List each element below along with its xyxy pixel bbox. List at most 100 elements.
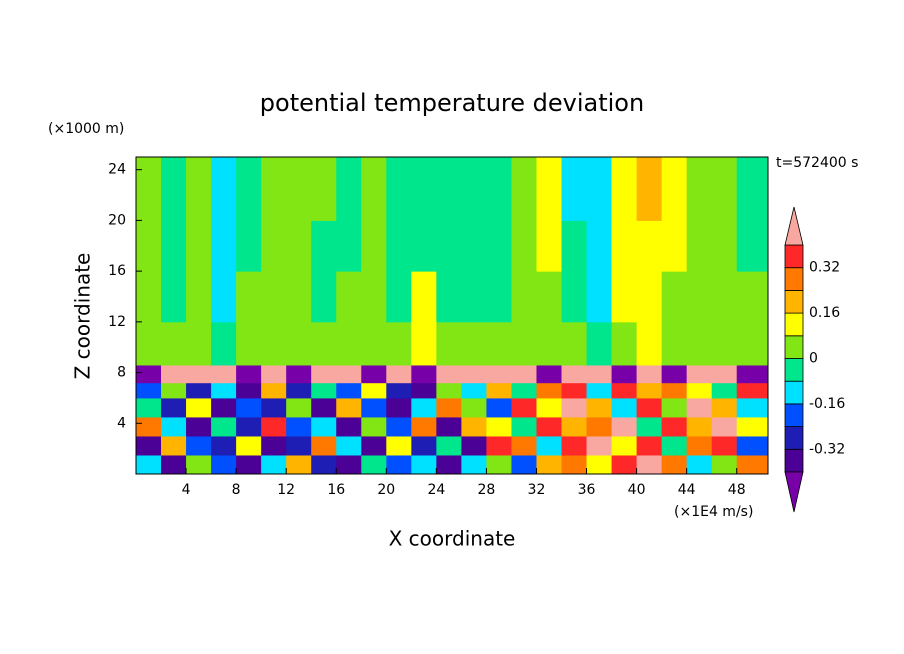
contour-cell (236, 321, 262, 366)
contour-cell (136, 435, 162, 456)
contour-cell (436, 416, 462, 437)
contour-cell (361, 454, 387, 475)
contour-cell (311, 220, 337, 272)
contour-cell (336, 454, 362, 475)
x-axis-label: X coordinate (389, 527, 516, 551)
contour-cell (311, 364, 337, 384)
contour-cell (561, 271, 588, 323)
contour-cell (161, 397, 187, 418)
contour-cell (336, 435, 362, 456)
contour-cell (661, 364, 688, 384)
colorbar-extension-top (784, 206, 804, 246)
contour-cell (161, 220, 187, 272)
contour-cell (686, 382, 713, 399)
contour-cell (661, 321, 688, 366)
contour-cell (211, 435, 237, 456)
contour-cell (611, 157, 638, 221)
contour-cell (186, 435, 212, 456)
contour-cell (186, 321, 212, 366)
y-tick-label: 24 (108, 162, 126, 178)
contour-cell (561, 435, 588, 456)
contour-cell (361, 416, 387, 437)
contour-cell (361, 397, 387, 418)
contour-cell (336, 416, 362, 437)
contour-cell (586, 220, 613, 272)
x-tick-label: 40 (628, 482, 646, 498)
contour-cell (136, 271, 162, 323)
colorbar-box (784, 448, 804, 473)
y-tick-label: 12 (108, 314, 126, 330)
contour-cell (661, 416, 688, 437)
contour-cell (536, 157, 563, 221)
contour-cell (486, 397, 512, 418)
contour-cell (336, 271, 362, 323)
contour-cell (236, 220, 262, 272)
contour-cell (586, 364, 613, 384)
contour-cell (411, 364, 437, 384)
contour-cell (561, 364, 588, 384)
contour-cell (661, 271, 688, 323)
contour-cell (486, 416, 512, 437)
contour-cell (711, 454, 738, 475)
contour-cell (411, 435, 437, 456)
contour-cell (186, 382, 212, 399)
contour-cell (586, 271, 613, 323)
contour-cell (236, 364, 262, 384)
contour-cell (336, 321, 362, 366)
contour-cell (136, 382, 162, 399)
colorbar-box (784, 267, 804, 291)
contour-cell (286, 416, 312, 437)
contour-cell (136, 220, 162, 272)
contour-cell (436, 435, 462, 456)
contour-cell (386, 382, 412, 399)
contour-cell (386, 454, 412, 475)
contour-cell (186, 157, 212, 221)
contour-cell (286, 454, 312, 475)
contour-cell (211, 271, 237, 323)
contour-cell (611, 364, 638, 384)
contour-cell (486, 454, 512, 475)
colorbar-tick-label: 0.16 (809, 305, 840, 321)
colorbar-box (784, 312, 804, 337)
x-tick-label: 20 (377, 482, 395, 498)
contour-cell (211, 382, 237, 399)
x-tick-label: 8 (232, 482, 241, 498)
contour-cell (136, 364, 162, 384)
contour-cell (611, 271, 638, 323)
contour-cell (711, 321, 738, 366)
contour-cell (536, 435, 563, 456)
contour-cell (661, 397, 688, 418)
contour-cell (411, 271, 437, 323)
contour-cell (436, 382, 462, 399)
colorbar-tick-label: -0.32 (809, 441, 845, 457)
contour-cell (536, 364, 563, 384)
x-tick-label: 12 (277, 482, 295, 498)
chart-title: potential temperature deviation (260, 89, 644, 117)
contour-cell (536, 321, 563, 366)
x-tick-label: 44 (678, 482, 696, 498)
contour-cell (661, 157, 688, 221)
contour-cell (611, 220, 638, 272)
contour-cell (511, 435, 537, 456)
contour-cell (411, 454, 437, 475)
contour-cell (536, 397, 563, 418)
contour-cell (186, 364, 212, 384)
contour-cell (461, 435, 487, 456)
x-unit: (×1E4 m/s) (674, 504, 753, 520)
x-tick-label: 36 (578, 482, 596, 498)
contour-cell (461, 157, 487, 221)
contour-cell (411, 157, 437, 221)
contour-cell (636, 157, 663, 221)
contour-cell (636, 454, 663, 475)
contour-cell (361, 271, 387, 323)
contour-cell (486, 220, 512, 272)
contour-cell (236, 271, 262, 323)
contour-cell (161, 364, 187, 384)
contour-cell (711, 416, 738, 437)
contour-cell (186, 271, 212, 323)
contour-cell (611, 435, 638, 456)
contour-cell (736, 321, 769, 366)
colorbar-box (784, 358, 804, 382)
contour-cell (386, 157, 412, 221)
contour-cell (461, 271, 487, 323)
